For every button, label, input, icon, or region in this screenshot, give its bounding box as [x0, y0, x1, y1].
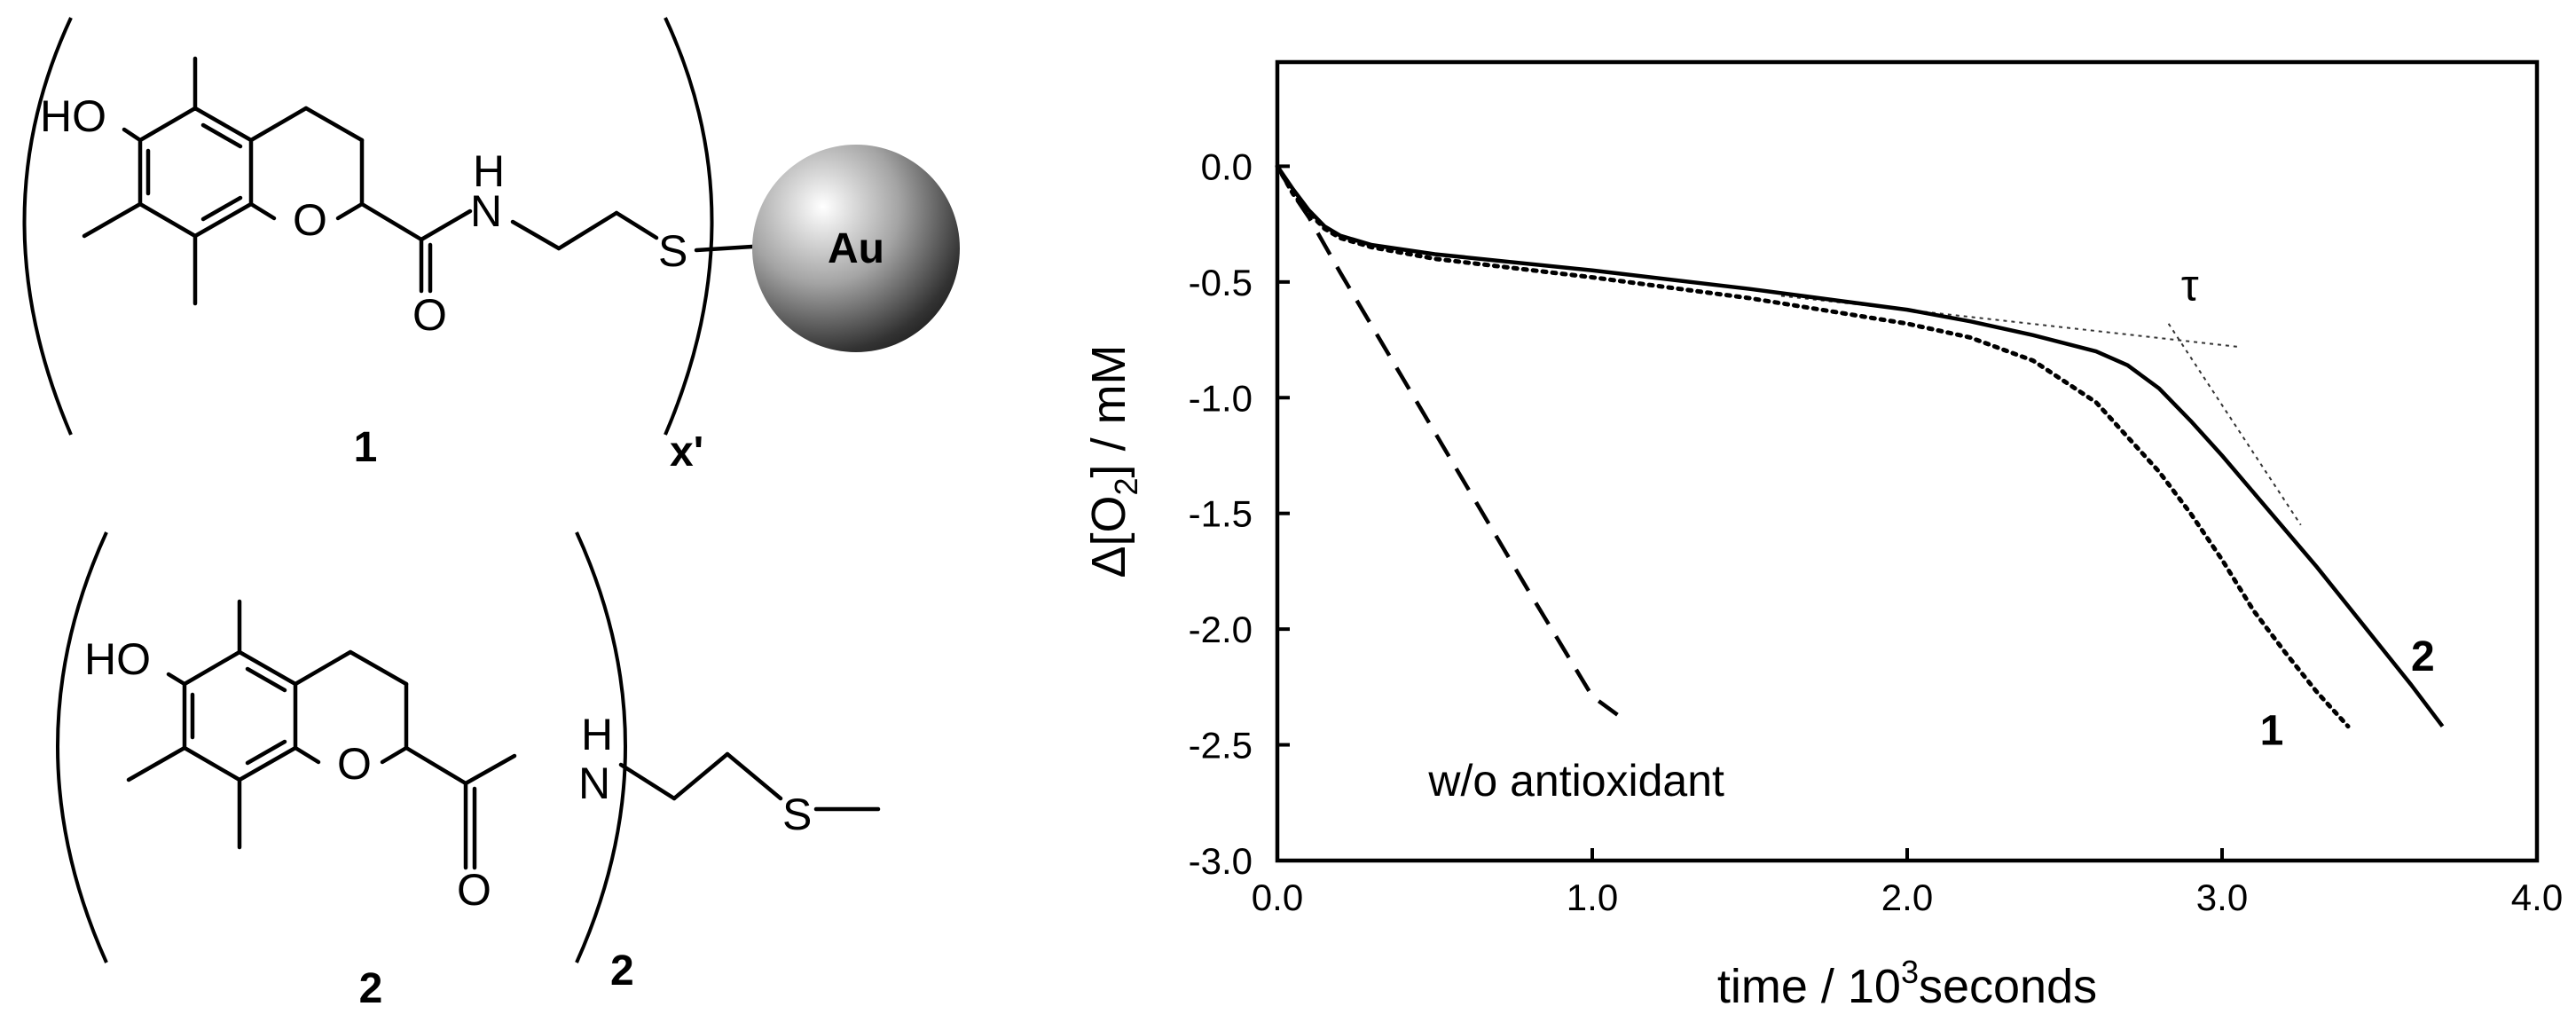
annotation: w/o antioxidant	[1427, 756, 1724, 806]
ring-oxygen-label: O	[337, 739, 372, 789]
left-parenthesis	[56, 531, 108, 963]
carbonyl-oxygen-label: O	[457, 865, 491, 915]
y-tick-label: -2.0	[1189, 609, 1253, 650]
series-line-1	[1276, 165, 1619, 717]
x-tick-label: 4.0	[2511, 877, 2563, 918]
carbonyl-oxygen-label: O	[412, 290, 447, 340]
hydroxyl-label: HO	[84, 634, 151, 684]
y-tick-label: -0.5	[1189, 262, 1253, 303]
structure-2-label: 2	[359, 965, 383, 1012]
y-tick-label: -1.0	[1189, 377, 1253, 419]
structure-1-subscript: x'	[670, 429, 703, 476]
axis-ticks	[1276, 164, 2539, 862]
bonds	[126, 599, 881, 870]
series-line-3	[1276, 165, 2445, 728]
bonds	[82, 56, 755, 306]
hydroxyl-label: HO	[40, 91, 106, 141]
amide-n-label: N	[578, 759, 610, 808]
y-tick-label: -3.0	[1189, 840, 1253, 882]
y-tick-label: 0.0	[1201, 145, 1253, 187]
structure-2-subscript: 2	[610, 947, 634, 995]
amide-n-label: N	[470, 186, 502, 236]
gold-nanoparticle	[752, 145, 960, 352]
x-tick-label: 3.0	[2196, 877, 2248, 918]
annotation: 2	[2411, 633, 2435, 680]
amide-h-label: H	[473, 146, 505, 196]
x-tick-label: 1.0	[1567, 877, 1618, 918]
x-tick-label: 2.0	[1881, 877, 1933, 918]
annotations: τ w/o antioxidant 1 2	[1427, 261, 2434, 806]
sulfur-label: S	[782, 790, 812, 839]
sulfur-label: S	[658, 226, 687, 276]
left-parenthesis	[22, 17, 73, 436]
plot-frame	[1275, 59, 2540, 863]
right-parenthesis	[664, 17, 714, 436]
ring-oxygen-label: O	[293, 195, 327, 245]
y-axis-title: Δ[O2] / mM	[1082, 344, 1144, 578]
x-tick-label: 0.0	[1252, 877, 1303, 918]
amide-h-label: H	[581, 710, 613, 759]
y-tick-label: -1.5	[1189, 493, 1253, 535]
structure-1: HO O O N H S Au 1 x'	[22, 17, 960, 476]
annotation: 1	[2260, 708, 2284, 755]
series-line-2	[1275, 163, 2351, 729]
tangent-line	[2167, 323, 2302, 526]
tangent-lines	[1780, 295, 2302, 526]
gold-label: Au	[828, 225, 884, 272]
structure-1-label: 1	[354, 424, 378, 471]
oxygen-consumption-chart: 0.0 1.0 2.0 3.0 4.0 0.0 -0.5 -1.0 -1.5 -2.0 -2.5 -3…	[1082, 59, 2564, 1013]
series-lines	[1275, 163, 2445, 729]
annotation: τ	[2181, 261, 2199, 311]
x-axis-title: time / 103seconds	[1717, 954, 2097, 1013]
right-parenthesis	[575, 531, 627, 963]
tick-labels: 0.0 1.0 2.0 3.0 4.0 0.0 -0.5 -1.0 -1.5 -2.0 -2.5 -3…	[1189, 145, 2564, 918]
structure-2: HO O O N H S 2 2	[56, 531, 881, 1012]
y-tick-label: -2.5	[1189, 725, 1253, 767]
